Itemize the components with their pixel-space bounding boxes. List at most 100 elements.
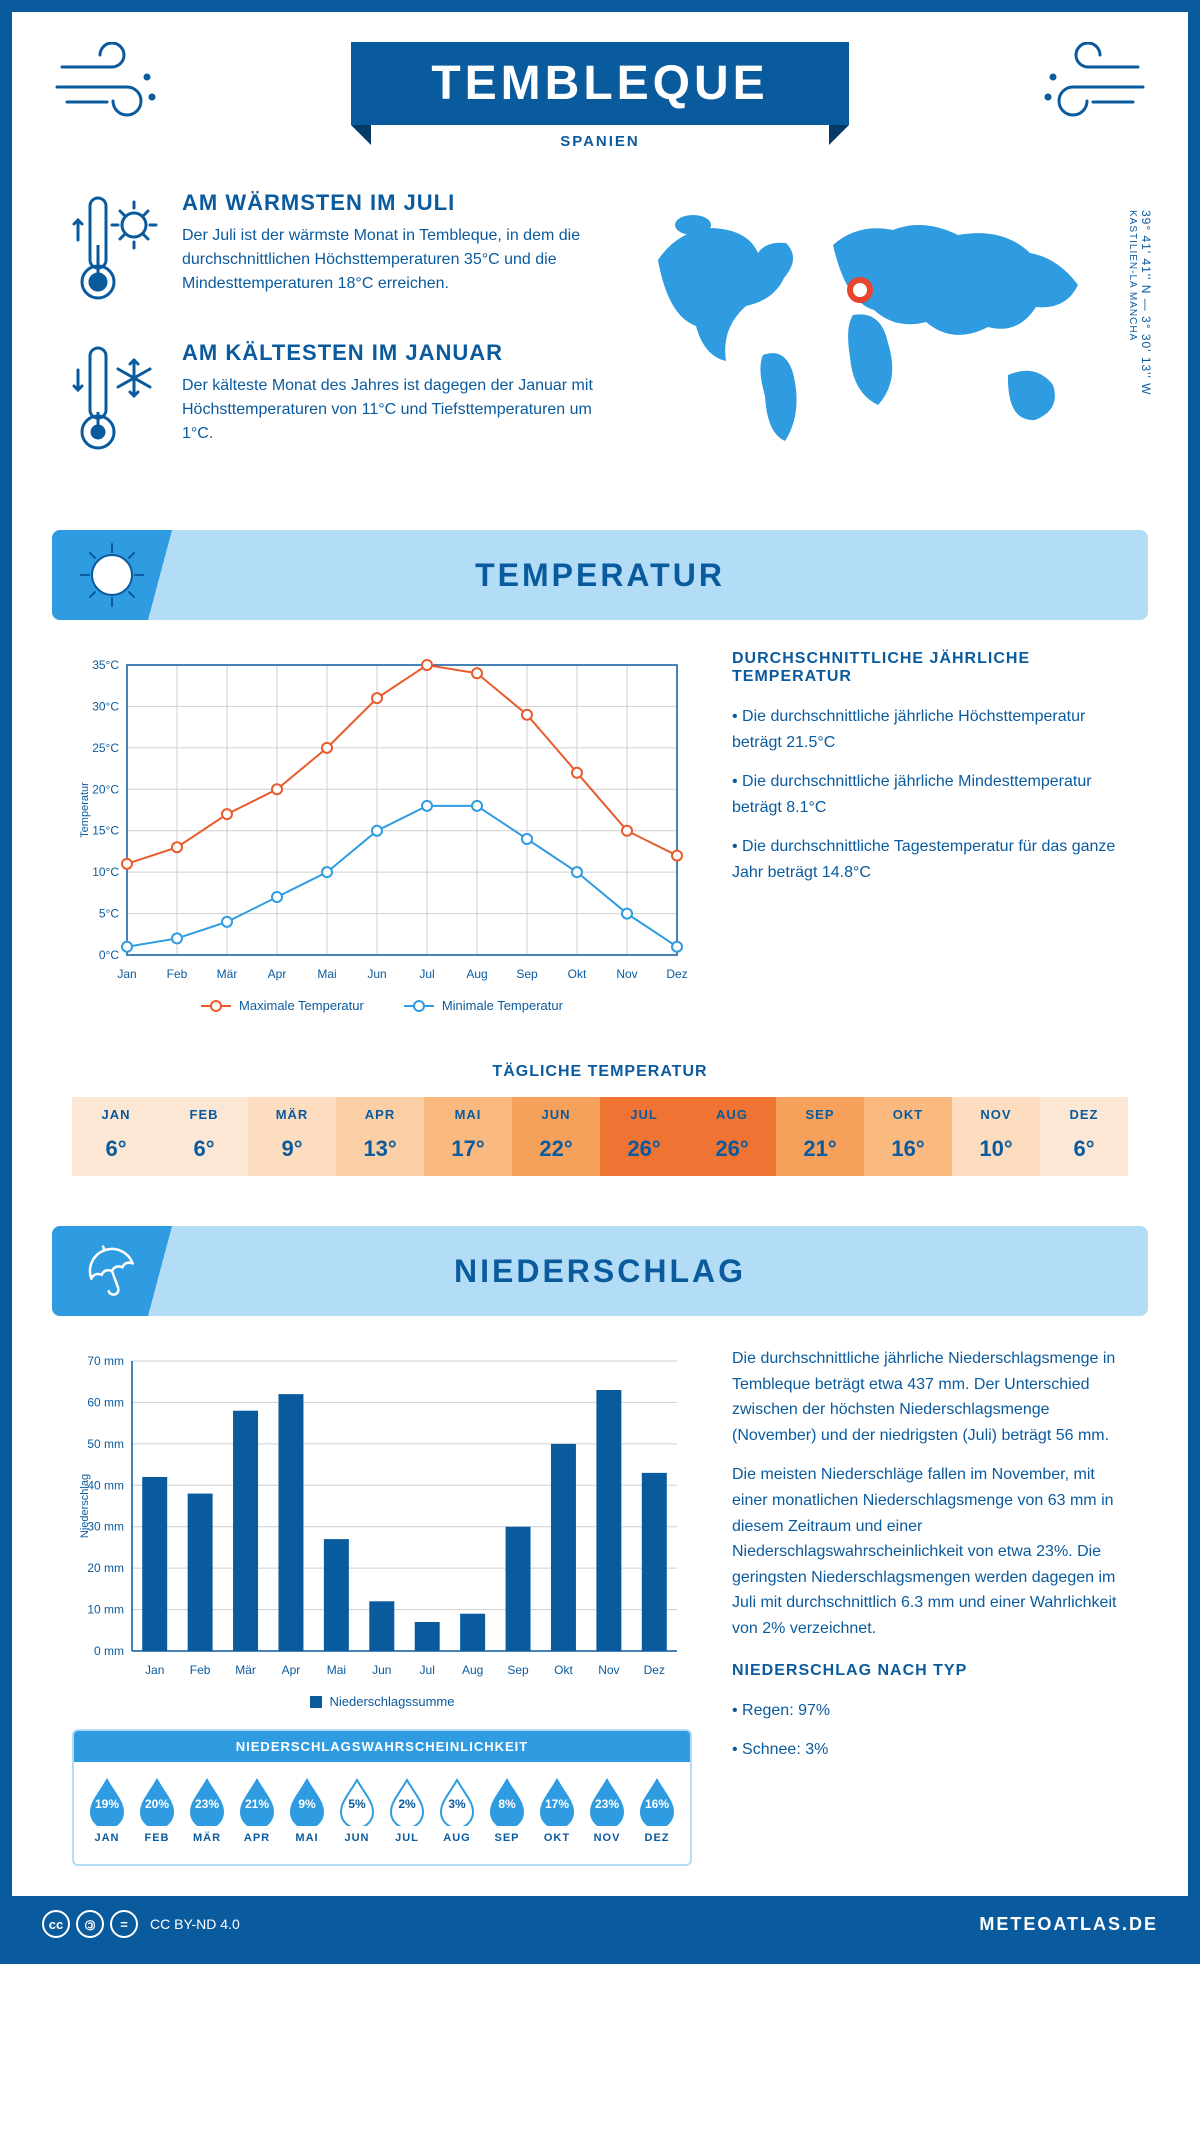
svg-text:Nov: Nov: [616, 967, 637, 981]
section-title: TEMPERATUR: [475, 557, 725, 594]
svg-text:Okt: Okt: [568, 967, 587, 981]
svg-text:Nov: Nov: [598, 1663, 619, 1677]
fact-text: Der Juli ist der wärmste Monat in Temble…: [182, 224, 598, 296]
drop-item: 20%FEB: [132, 1778, 182, 1844]
fact-text: Der kälteste Monat des Jahres ist dagege…: [182, 374, 598, 446]
svg-text:Aug: Aug: [462, 1663, 483, 1677]
page-title: TEMBLEQUE: [351, 42, 848, 125]
daily-temp-title: TÄGLICHE TEMPERATUR: [12, 1063, 1188, 1081]
temperature-facts: DURCHSCHNITTLICHE JÄHRLICHE TEMPERATUR •…: [732, 650, 1128, 1013]
drop-item: 17%OKT: [532, 1778, 582, 1844]
svg-text:60 mm: 60 mm: [87, 1395, 124, 1409]
heat-cell: SEP21°: [776, 1097, 864, 1176]
brand-label: METEOATLAS.DE: [979, 1914, 1158, 1935]
daily-temp-heatstrip: JAN6°FEB6°MÄR9°APR13°MAI17°JUN22°JUL26°A…: [72, 1097, 1128, 1176]
svg-text:Okt: Okt: [554, 1663, 573, 1677]
wind-icon: [52, 42, 172, 122]
precipitation-bar-chart: 0 mm 10 mm 20 mm 30 mm 40 mm 50 mm 60 mm 70 mm J…: [72, 1346, 692, 1686]
thermometer-sun-icon: [72, 190, 162, 310]
svg-text:Apr: Apr: [268, 967, 287, 981]
heat-cell: MÄR9°: [248, 1097, 336, 1176]
page: TEMBLEQUE SPANIEN AM WÄRMSTEN IM JULI De…: [0, 0, 1200, 1964]
chart-legend: Maximale Temperatur Minimale Temperatur: [72, 998, 692, 1013]
temperature-line-chart: 0°C 5°C 10°C 15°C 20°C 25°C 30°C 35°C Jan Feb Mär A…: [72, 650, 692, 990]
svg-text:10 mm: 10 mm: [87, 1603, 124, 1617]
section-title: NIEDERSCHLAG: [454, 1253, 746, 1290]
svg-text:50 mm: 50 mm: [87, 1437, 124, 1451]
svg-text:Mai: Mai: [327, 1663, 346, 1677]
svg-text:0°C: 0°C: [99, 948, 119, 962]
intro-row: AM WÄRMSTEN IM JULI Der Juli ist der wär…: [12, 190, 1188, 530]
world-map: 39° 41' 41'' N — 3° 30' 13'' WKASTILIEN-…: [628, 190, 1128, 490]
svg-text:Dez: Dez: [666, 967, 687, 981]
thermometer-snow-icon: [72, 340, 162, 460]
heat-cell: MAI17°: [424, 1097, 512, 1176]
drop-item: 23%MÄR: [182, 1778, 232, 1844]
drop-item: 3%AUG: [432, 1778, 482, 1844]
svg-text:Niederschlag: Niederschlag: [79, 1474, 91, 1538]
fact-coldest: AM KÄLTESTEN IM JANUAR Der kälteste Mona…: [72, 340, 598, 460]
drop-item: 21%APR: [232, 1778, 282, 1844]
umbrella-icon: [82, 1241, 142, 1301]
svg-text:Apr: Apr: [282, 1663, 301, 1677]
precipitation-facts: Die durchschnittliche jährliche Niedersc…: [732, 1346, 1128, 1866]
drop-item: 2%JUL: [382, 1778, 432, 1844]
svg-text:20 mm: 20 mm: [87, 1561, 124, 1575]
svg-text:Sep: Sep: [516, 967, 538, 981]
heat-cell: JUL26°: [600, 1097, 688, 1176]
svg-text:Mär: Mär: [217, 967, 238, 981]
drop-item: 5%JUN: [332, 1778, 382, 1844]
svg-text:Jul: Jul: [419, 967, 434, 981]
precip-probability-panel: NIEDERSCHLAGSWAHRSCHEINLICHKEIT 19%JAN20…: [72, 1729, 692, 1866]
heat-cell: NOV10°: [952, 1097, 1040, 1176]
heat-cell: APR13°: [336, 1097, 424, 1176]
svg-text:Jan: Jan: [117, 967, 136, 981]
svg-text:Dez: Dez: [644, 1663, 665, 1677]
page-subtitle: SPANIEN: [12, 133, 1188, 150]
svg-text:70 mm: 70 mm: [87, 1354, 124, 1368]
svg-text:Temperatur: Temperatur: [79, 782, 91, 838]
svg-text:5°C: 5°C: [99, 907, 119, 921]
svg-text:Feb: Feb: [167, 967, 188, 981]
header: TEMBLEQUE SPANIEN: [12, 12, 1188, 190]
svg-text:Jun: Jun: [367, 967, 386, 981]
svg-text:20°C: 20°C: [92, 782, 119, 796]
footer: cc🄯= CC BY-ND 4.0 METEOATLAS.DE: [12, 1896, 1188, 1952]
svg-text:Jul: Jul: [420, 1663, 435, 1677]
fact-title: AM KÄLTESTEN IM JANUAR: [182, 340, 598, 366]
section-banner-temperature: TEMPERATUR: [52, 530, 1148, 620]
svg-text:Mär: Mär: [235, 1663, 256, 1677]
svg-text:Jan: Jan: [145, 1663, 164, 1677]
heat-cell: DEZ6°: [1040, 1097, 1128, 1176]
heat-cell: AUG26°: [688, 1097, 776, 1176]
sun-icon: [77, 540, 147, 610]
cc-icons: cc🄯=: [42, 1910, 138, 1938]
svg-text:30 mm: 30 mm: [87, 1520, 124, 1534]
svg-text:10°C: 10°C: [92, 865, 119, 879]
heat-cell: FEB6°: [160, 1097, 248, 1176]
drop-item: 16%DEZ: [632, 1778, 682, 1844]
wind-icon: [1028, 42, 1148, 122]
svg-text:40 mm: 40 mm: [87, 1478, 124, 1492]
section-banner-precipitation: NIEDERSCHLAG: [52, 1226, 1148, 1316]
drop-item: 8%SEP: [482, 1778, 532, 1844]
svg-text:Mai: Mai: [317, 967, 336, 981]
svg-text:25°C: 25°C: [92, 741, 119, 755]
svg-text:Sep: Sep: [507, 1663, 529, 1677]
svg-text:Feb: Feb: [190, 1663, 211, 1677]
heat-cell: JAN6°: [72, 1097, 160, 1176]
license-label: CC BY-ND 4.0: [150, 1916, 240, 1932]
drop-item: 23%NOV: [582, 1778, 632, 1844]
coordinates: 39° 41' 41'' N — 3° 30' 13'' WKASTILIEN-…: [1125, 210, 1153, 395]
chart-legend: Niederschlagssumme: [72, 1694, 692, 1709]
svg-text:Aug: Aug: [466, 967, 487, 981]
fact-title: AM WÄRMSTEN IM JULI: [182, 190, 598, 216]
svg-text:35°C: 35°C: [92, 658, 119, 672]
svg-text:Jun: Jun: [372, 1663, 391, 1677]
svg-text:0 mm: 0 mm: [94, 1644, 124, 1658]
fact-warmest: AM WÄRMSTEN IM JULI Der Juli ist der wär…: [72, 190, 598, 310]
svg-text:15°C: 15°C: [92, 824, 119, 838]
heat-cell: OKT16°: [864, 1097, 952, 1176]
drop-item: 9%MAI: [282, 1778, 332, 1844]
svg-text:30°C: 30°C: [92, 699, 119, 713]
